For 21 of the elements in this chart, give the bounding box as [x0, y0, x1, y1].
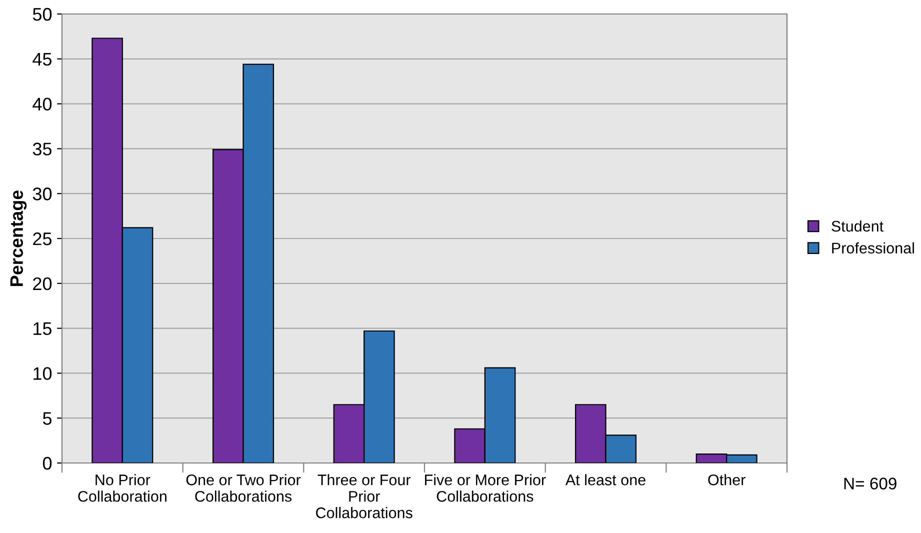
y-tick-label: 25 [33, 232, 52, 246]
x-tick-label: Five or More Prior Collaborations [425, 474, 546, 502]
y-tick-label: 45 [32, 53, 52, 66]
y-tick-label: 35 [32, 142, 52, 156]
y-tick-label: 5 [42, 412, 52, 425]
y-tick-label: 0 [42, 456, 52, 470]
y-tick-label: 50 [32, 8, 52, 21]
legend-label: Student [832, 220, 884, 232]
text: N= 609 [844, 478, 896, 490]
x-tick-label: One or Two Prior Collaborations [186, 474, 301, 502]
y-tick-label: 40 [32, 98, 52, 111]
y-tick-label: 15 [34, 322, 52, 336]
y-tick-label: 10 [34, 367, 52, 380]
y-tick-label: 30 [32, 188, 52, 200]
legend-label: Professional [832, 242, 914, 254]
x-tick-label: At least one [565, 474, 646, 486]
x-tick-label: No Prior Collaboration [78, 474, 166, 502]
x-tick-label: Three or Four Prior Collaborations [316, 474, 412, 518]
y-tick-label: 20 [33, 277, 52, 290]
y-axis-title: Percentage [10, 190, 27, 286]
x-tick-label: Other [708, 474, 746, 486]
